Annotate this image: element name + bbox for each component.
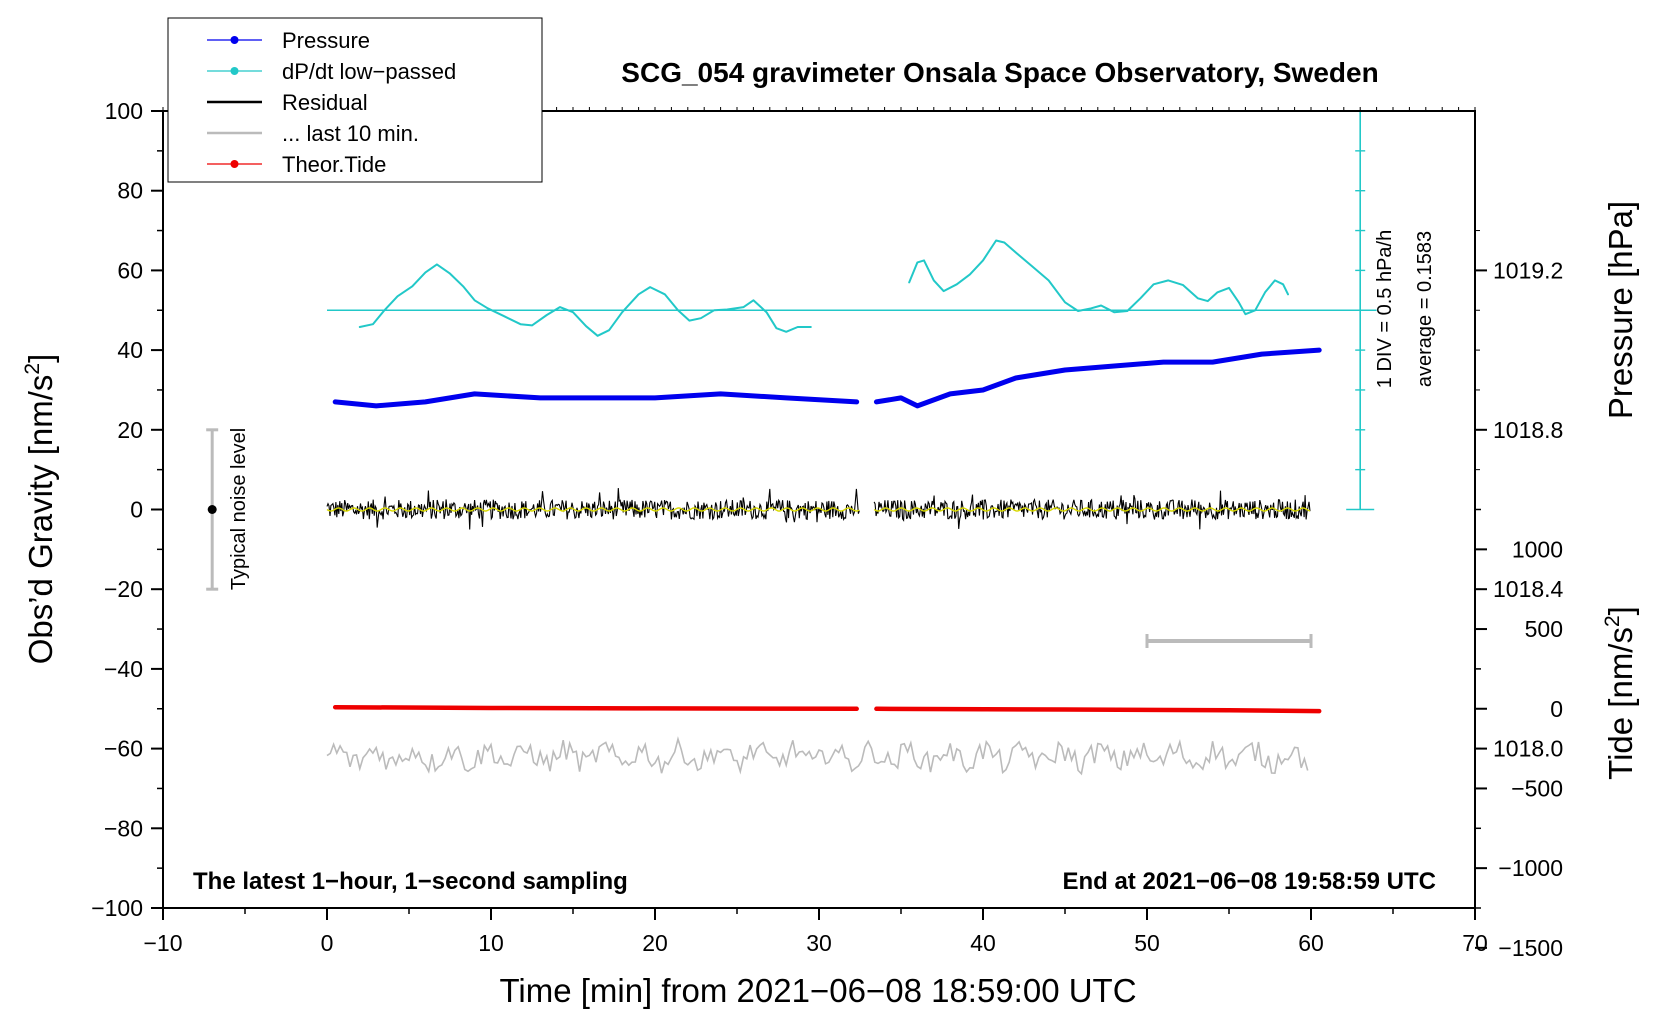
- x-tick-label: 60: [1298, 930, 1324, 956]
- x-tick-label: 30: [806, 930, 832, 956]
- series-dp-dt-low-passed: [358, 263, 812, 337]
- series-dp-dt-low-passed: [908, 239, 1289, 316]
- x-tick-label: 10: [478, 930, 504, 956]
- tide-label-main: Tide [nm/s: [1602, 627, 1639, 780]
- tide-tick-label: 500: [1525, 616, 1563, 642]
- legend-box: [167, 17, 543, 183]
- y-tick-label: 0: [130, 497, 143, 523]
- y-tick-label: 100: [105, 98, 143, 124]
- tide-tick-label: −1000: [1498, 855, 1563, 881]
- tide-tick-label: 1000: [1512, 536, 1563, 562]
- average-label: average = 0.1583: [1414, 231, 1436, 387]
- y-tick-label: 20: [117, 417, 143, 443]
- tide-tick-label: −1500: [1498, 935, 1563, 961]
- annotation-sampling: The latest 1−hour, 1−second sampling: [193, 868, 628, 895]
- pressure-tick-label: 1018.8: [1493, 417, 1563, 443]
- gravity-label-end: ]: [22, 354, 59, 363]
- legend-dp-dt-low-passed-marker: [230, 67, 239, 75]
- series-pressure: [332, 391, 860, 409]
- div-label: 1 DIV = 0.5 hPa/h: [1374, 230, 1396, 388]
- legend-dp-dt-low-passed-label: dP/dt low−passed: [282, 59, 456, 84]
- series-residual: [326, 488, 860, 530]
- series-residual-smoothed: [326, 507, 860, 512]
- x-tick-label: 0: [321, 930, 334, 956]
- legend-residual: Residual: [207, 90, 368, 115]
- legend-last-10-min-label: ... last 10 min.: [282, 121, 419, 146]
- y-tick-label: −20: [104, 576, 143, 602]
- pressure-tick-label: 1018.4: [1493, 576, 1564, 602]
- y-tick-label: −60: [104, 736, 143, 762]
- legend-theor-tide-label: Theor.Tide: [282, 152, 386, 177]
- legend-dp-dt-low-passed: dP/dt low−passed: [207, 59, 456, 84]
- x-tick-label: 70: [1462, 930, 1488, 956]
- y-axis-title-gravity: Obs’d Gravity [nm/s2]: [21, 354, 59, 665]
- tick-layer: −10 0 10 20 30 40 50 60 70100806040200−20−40−60−…: [91, 98, 1563, 961]
- legend-items: Pressure dP/dt low−passed Residual ... last…: [207, 28, 456, 177]
- pressure-tick-label: 1019.2: [1493, 257, 1563, 283]
- noise-bar-dot: [207, 505, 217, 514]
- chart-title: SCG_054 gravimeter Onsala Space Observat…: [621, 57, 1378, 88]
- legend-pressure-marker: [230, 36, 239, 44]
- y-axis-title-tide: Tide [nm/s2]: [1601, 606, 1639, 780]
- y-tick-label: 60: [117, 257, 143, 283]
- series-pressure: [873, 347, 1322, 409]
- y-tick-label: −40: [104, 656, 143, 682]
- tide-tick-label: −500: [1511, 775, 1563, 801]
- tide-label-sup: 2: [1601, 615, 1624, 627]
- series-theor-tide: [874, 706, 1322, 714]
- x-axis-title: Time [min] from 2021−06−08 18:59:00 UTC: [499, 972, 1136, 1009]
- legend-residual-label: Residual: [282, 90, 368, 115]
- legend-last-10-min: ... last 10 min.: [207, 121, 419, 146]
- y-tick-label: 80: [117, 178, 143, 204]
- annotation-end-time: End at 2021−06−08 19:58:59 UTC: [1062, 868, 1436, 895]
- y-tick-label: 40: [117, 337, 143, 363]
- gravity-label-sup: 2: [21, 363, 44, 375]
- x-tick-label: −10: [143, 930, 182, 956]
- x-tick-label: 40: [970, 930, 996, 956]
- legend: Pressure dP/dt low−passed Residual ... last…: [167, 17, 543, 183]
- y-tick-label: −100: [91, 895, 143, 921]
- legend-theor-tide-marker: [230, 160, 239, 168]
- noise-level-label: Typical noise level: [228, 428, 250, 590]
- y-tick-label: −80: [104, 815, 143, 841]
- tide-tick-label: 0: [1550, 696, 1563, 722]
- series-theor-tide: [332, 704, 859, 712]
- series-last-10-min: [326, 736, 1309, 776]
- x-tick-label: 50: [1134, 930, 1160, 956]
- gravity-label-main: Obs’d Gravity [nm/s: [22, 375, 59, 665]
- tide-label-end: ]: [1602, 606, 1639, 615]
- legend-pressure-label: Pressure: [282, 28, 370, 53]
- x-tick-label: 20: [642, 930, 668, 956]
- legend-theor-tide: Theor.Tide: [207, 152, 386, 177]
- legend-pressure: Pressure: [207, 28, 370, 53]
- series-layer: [206, 110, 1377, 776]
- y-axis-title-pressure: Pressure [hPa]: [1602, 201, 1639, 419]
- pressure-tick-label: 1018.0: [1493, 736, 1563, 762]
- series-residual-smoothed: [873, 507, 1311, 512]
